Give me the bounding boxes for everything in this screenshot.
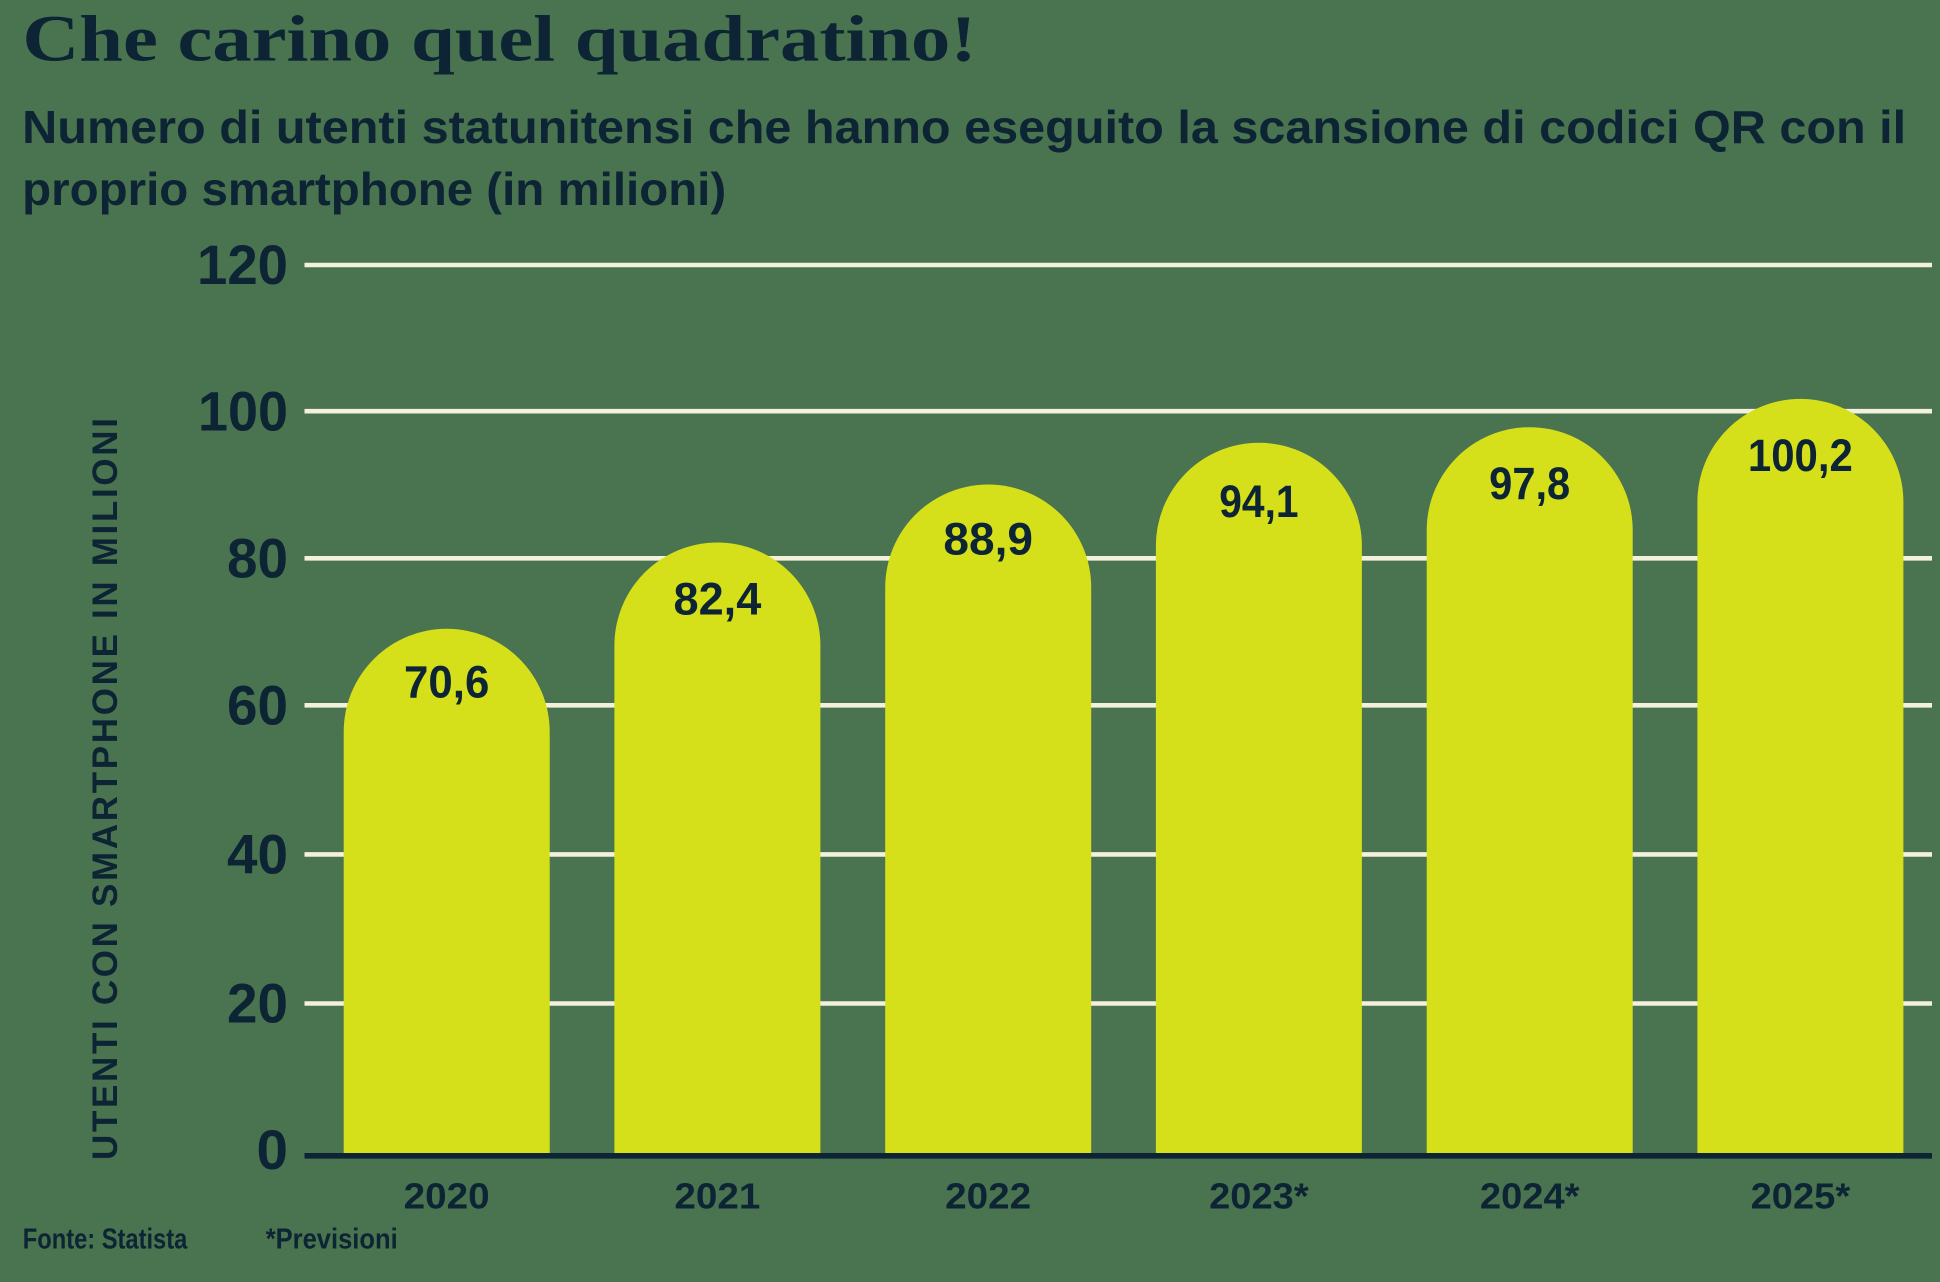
svg-text:2021: 2021 bbox=[674, 1176, 760, 1217]
svg-text:82,4: 82,4 bbox=[674, 574, 762, 625]
svg-text:Numero di utenti statunitensi: Numero di utenti statunitensi che hanno … bbox=[22, 101, 1906, 153]
svg-text:70,6: 70,6 bbox=[404, 657, 489, 708]
svg-text:2024*: 2024* bbox=[1480, 1176, 1580, 1217]
svg-text:20: 20 bbox=[227, 972, 288, 1035]
svg-text:40: 40 bbox=[227, 823, 288, 886]
svg-text:88,9: 88,9 bbox=[943, 514, 1033, 565]
svg-text:2022: 2022 bbox=[945, 1176, 1031, 1217]
svg-text:2025*: 2025* bbox=[1751, 1176, 1851, 1217]
svg-text:120: 120 bbox=[197, 233, 288, 296]
svg-text:proprio smartphone (in milioni: proprio smartphone (in milioni) bbox=[22, 163, 726, 215]
svg-text:Fonte: Statista: Fonte: Statista bbox=[23, 1223, 188, 1255]
svg-text:100,2: 100,2 bbox=[1748, 430, 1853, 481]
svg-text:2023*: 2023* bbox=[1209, 1176, 1309, 1217]
svg-text:2020: 2020 bbox=[404, 1176, 490, 1217]
svg-text:60: 60 bbox=[227, 674, 288, 737]
svg-text:100: 100 bbox=[198, 379, 288, 442]
svg-text:UTENTI CON SMARTPHONE IN MILIO: UTENTI CON SMARTPHONE IN MILIONI bbox=[86, 418, 125, 1160]
svg-text:97,8: 97,8 bbox=[1489, 458, 1570, 509]
svg-text:80: 80 bbox=[227, 527, 288, 590]
svg-text:0: 0 bbox=[257, 1118, 289, 1181]
svg-text:Che carino quel quadratino!: Che carino quel quadratino! bbox=[23, 3, 977, 76]
svg-text:94,1: 94,1 bbox=[1219, 476, 1298, 527]
svg-text:*Previsioni: *Previsioni bbox=[266, 1223, 398, 1255]
